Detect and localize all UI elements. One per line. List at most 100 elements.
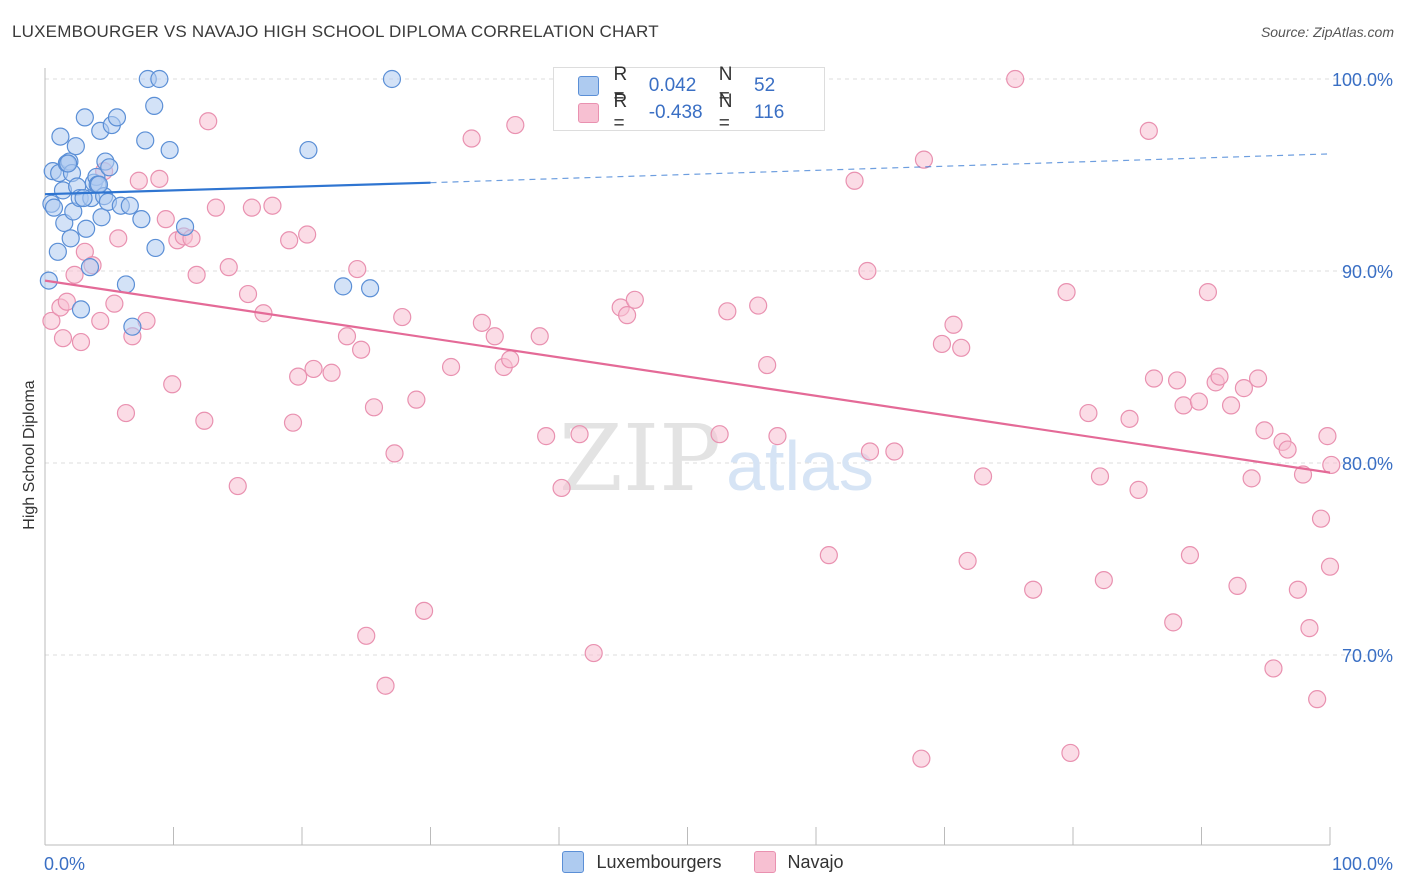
navajo-point	[1300, 619, 1319, 638]
navajo-point	[187, 265, 206, 284]
navajo-point	[618, 306, 637, 325]
navajo-point	[289, 367, 308, 386]
luxembourger-point	[120, 196, 139, 215]
navajo-point	[768, 427, 787, 446]
legend-n-value: 116	[754, 102, 785, 123]
source-label: Source: ZipAtlas.com	[1260, 24, 1394, 40]
luxembourger-point	[146, 238, 165, 258]
navajo-point	[1198, 283, 1218, 302]
navajo-point	[1234, 379, 1254, 398]
legend-item-navajo[interactable]: Navajo	[753, 851, 844, 873]
legend-label-navajo: Navajo	[787, 851, 844, 872]
navajo-point	[1144, 369, 1164, 388]
navajo-point	[530, 327, 549, 346]
luxembourger-point	[107, 108, 127, 127]
navajo-point	[1129, 480, 1148, 499]
navajo-point	[263, 196, 282, 215]
navajo-point	[71, 332, 91, 352]
navajo-point	[584, 643, 603, 663]
navajo-point	[352, 340, 371, 359]
legend-n-label: N =	[718, 91, 733, 134]
legend-item-luxembourgers[interactable]: Luxembourgers	[562, 851, 722, 873]
luxembourger-trend	[44, 181, 431, 196]
navajo-point	[1174, 396, 1193, 415]
navajo-point	[485, 327, 504, 346]
navajo-point	[1255, 421, 1274, 440]
navajo-point	[472, 313, 491, 332]
navajo-point	[199, 112, 218, 131]
luxembourger-point	[44, 198, 64, 217]
navajo-point	[441, 357, 461, 377]
navajo-point	[65, 265, 84, 284]
navajo-point	[298, 225, 317, 244]
navajo-point	[944, 315, 963, 334]
luxembourger-trend-extension	[430, 153, 1331, 184]
navajo-point	[348, 259, 367, 279]
navajo-point	[195, 411, 214, 430]
navajo-point	[385, 444, 404, 463]
navajo-point	[407, 390, 426, 409]
luxembourger-point	[150, 69, 169, 89]
luxembourger-point	[48, 242, 67, 261]
navajo-point	[932, 334, 952, 354]
navajo-point	[304, 359, 323, 379]
stats-legend: R = 0.042 N = 52 R = -0.438 N = 116	[553, 64, 825, 134]
navajo-point	[219, 258, 238, 277]
navajo-point	[1139, 121, 1158, 140]
navajo-point	[1057, 283, 1076, 302]
navajo-point	[280, 231, 299, 250]
legend-r-label: R =	[613, 91, 628, 134]
navajo-point	[238, 284, 258, 304]
navajo-point	[1248, 369, 1268, 388]
navajo-point	[364, 398, 384, 417]
navajo-point	[1320, 557, 1340, 576]
y-tick-label: 100.0%	[1332, 70, 1393, 90]
navajo-point	[845, 171, 864, 190]
navajo-point	[337, 327, 357, 346]
navajo-point	[1167, 371, 1187, 390]
navajo-point	[462, 129, 481, 148]
luxembourger-point	[132, 210, 151, 229]
navajo-point	[322, 363, 341, 382]
navajo-point	[958, 551, 977, 571]
luxembourger-point	[145, 96, 164, 115]
navajo-point	[1120, 409, 1139, 428]
navajo-point	[858, 261, 877, 281]
navajo-point	[53, 329, 73, 348]
chart-title: LUXEMBOURGER VS NAVAJO HIGH SCHOOL DIPLO…	[12, 22, 659, 41]
legend-label-luxembourgers: Luxembourgers	[596, 851, 722, 872]
legend-n-label: N =	[718, 64, 733, 107]
navajo-point	[283, 413, 303, 432]
navajo-point	[552, 478, 571, 498]
luxembourger-point	[71, 300, 91, 319]
luxembourger-point	[51, 127, 70, 146]
navajo-point	[1189, 392, 1209, 411]
navajo-point	[1318, 427, 1337, 446]
navajo-point	[860, 442, 880, 461]
navajo-trend	[44, 279, 1331, 474]
y-tick-label: 70.0%	[1342, 646, 1393, 666]
navajo-point	[1308, 690, 1327, 709]
x-tick-label: 0.0%	[44, 854, 85, 874]
legend-r-value: 0.042	[648, 75, 697, 96]
navajo-point	[414, 601, 434, 620]
legend-swatch-pink	[753, 851, 776, 873]
luxembourger-point	[66, 137, 85, 156]
navajo-point	[105, 294, 124, 313]
y-tick-label: 80.0%	[1342, 454, 1393, 474]
navajo-point	[1079, 403, 1098, 423]
legend-swatch-pink	[578, 103, 600, 123]
legend-row-navajo: R = -0.438 N = 116	[578, 91, 824, 134]
navajo-point	[625, 290, 644, 309]
navajo-point	[1322, 455, 1341, 475]
navajo-point	[1210, 367, 1229, 386]
series-legend: Luxembourgers Navajo	[0, 851, 1406, 873]
navajo-point	[376, 676, 395, 695]
navajo-point	[1090, 467, 1110, 486]
navajo-point	[749, 296, 768, 315]
navajo-point	[109, 229, 128, 248]
axes	[44, 68, 1331, 846]
navajo-point	[501, 350, 520, 369]
luxembourger-point	[77, 219, 96, 238]
luxembourger-point	[361, 279, 380, 298]
